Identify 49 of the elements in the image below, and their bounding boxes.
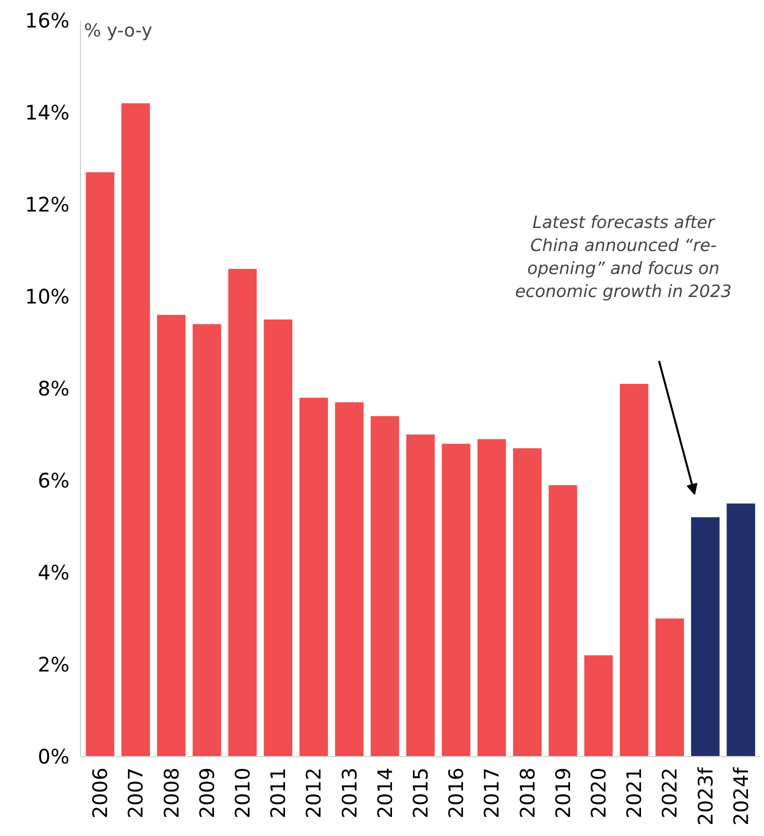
x-tick-label: 2009 bbox=[194, 767, 219, 818]
y-tick-label: 6% bbox=[38, 468, 70, 492]
bar bbox=[655, 618, 684, 756]
bar bbox=[406, 434, 435, 756]
bar bbox=[620, 384, 648, 756]
bar bbox=[691, 517, 720, 756]
y-tick-label: 16% bbox=[25, 8, 70, 32]
bar bbox=[86, 172, 114, 756]
y-axis-title: % y-o-y bbox=[84, 20, 153, 42]
bar bbox=[370, 416, 400, 756]
bar bbox=[548, 485, 578, 756]
x-tick-label: 2022 bbox=[658, 767, 682, 818]
y-tick-label: 2% bbox=[38, 652, 70, 676]
x-tick-label: 2019 bbox=[550, 767, 575, 818]
x-tick-label: 2016 bbox=[444, 767, 468, 818]
bar bbox=[299, 398, 328, 756]
bar bbox=[584, 655, 613, 756]
y-tick-label: 14% bbox=[25, 100, 70, 124]
y-tick-label: 12% bbox=[25, 192, 70, 216]
bar bbox=[192, 324, 222, 756]
bar bbox=[264, 320, 292, 756]
x-tick-label: 2014 bbox=[372, 767, 397, 818]
annotation: Latest forecasts after China announced “re-opening” and focus on economic growth in 2023 bbox=[515, 212, 732, 302]
x-tick-label: 2010 bbox=[230, 767, 254, 818]
bar bbox=[157, 314, 186, 756]
x-tick-label: 2013 bbox=[337, 767, 362, 818]
y-tick-label: 4% bbox=[38, 560, 70, 584]
bar bbox=[442, 444, 470, 756]
bar bbox=[726, 504, 756, 756]
x-tick-label: 2011 bbox=[266, 767, 290, 818]
bar bbox=[477, 439, 506, 756]
bar bbox=[335, 402, 364, 756]
y-tick-label: 8% bbox=[38, 376, 70, 400]
x-tick-label: 2007 bbox=[124, 767, 148, 818]
bar bbox=[513, 448, 542, 756]
x-tick-label: 2006 bbox=[88, 767, 112, 818]
x-tick-label: 2008 bbox=[159, 767, 184, 818]
x-tick-label: 2020 bbox=[586, 767, 611, 818]
y-tick-label: 10% bbox=[25, 284, 70, 308]
x-tick-label: 2017 bbox=[480, 767, 504, 818]
bar bbox=[121, 103, 150, 756]
x-tick-label: 2021 bbox=[622, 767, 646, 818]
x-tick-label: 2023f bbox=[693, 766, 718, 826]
y-tick-label: 0% bbox=[38, 744, 70, 768]
x-tick-label: 2012 bbox=[302, 767, 326, 818]
x-tick-label: 2024f bbox=[728, 766, 753, 826]
x-tick-label: 2015 bbox=[408, 767, 432, 818]
bar bbox=[228, 268, 257, 756]
x-tick-label: 2018 bbox=[515, 767, 540, 818]
